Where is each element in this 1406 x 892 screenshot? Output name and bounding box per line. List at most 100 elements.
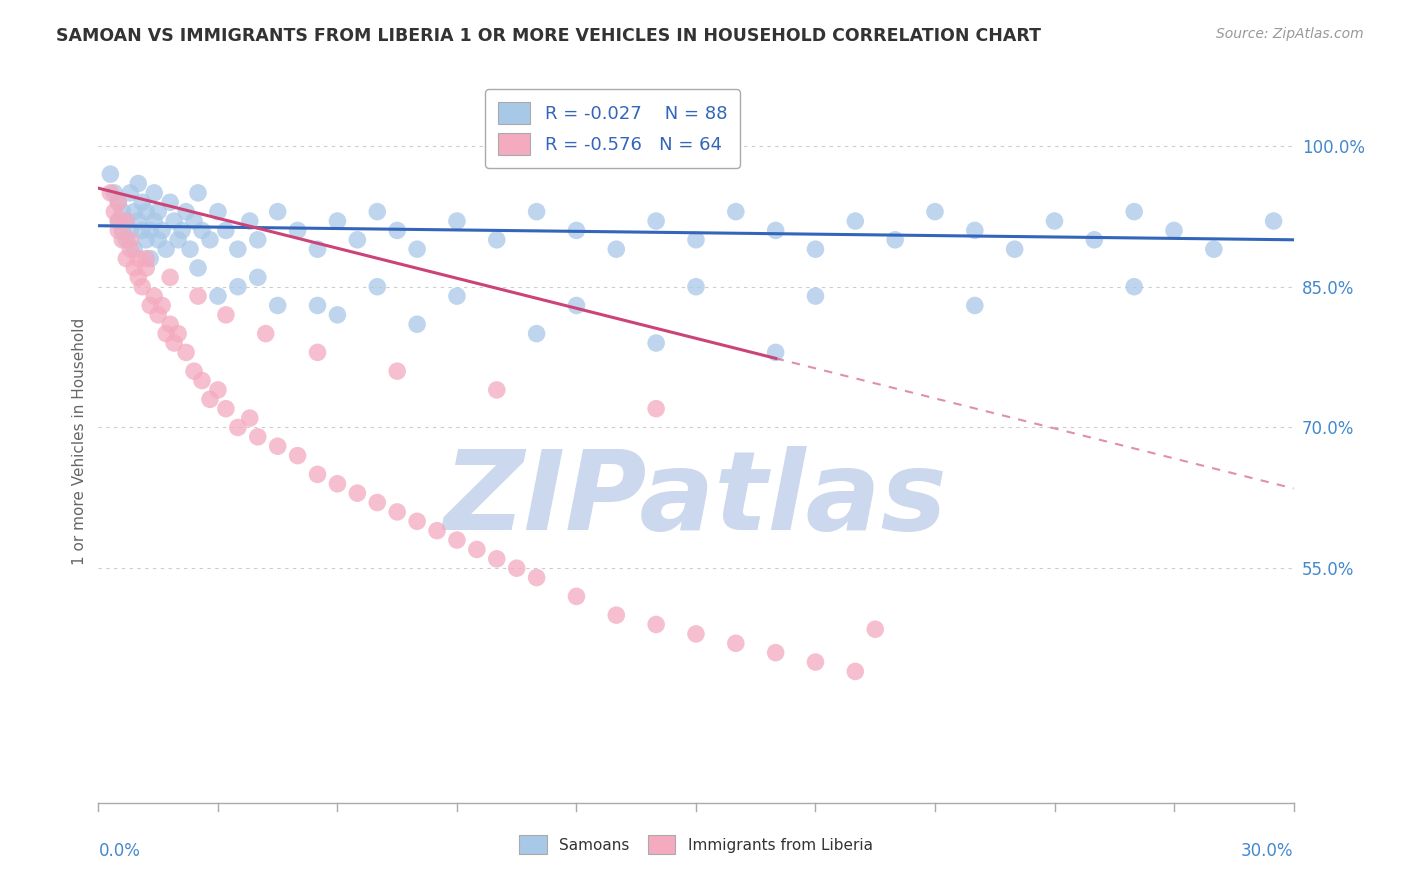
Point: [174, 345, 197, 359]
Point: [107, 195, 129, 210]
Point: [111, 223, 134, 237]
Point: [139, 252, 162, 266]
Point: [143, 186, 166, 200]
Point: [103, 204, 125, 219]
Point: [765, 223, 787, 237]
Point: [287, 223, 309, 237]
Point: [127, 270, 149, 285]
Point: [307, 345, 329, 359]
Point: [485, 383, 508, 397]
Point: [191, 374, 214, 388]
Text: ZIPatlas: ZIPatlas: [444, 446, 948, 553]
Point: [326, 476, 349, 491]
Point: [115, 214, 138, 228]
Point: [167, 326, 190, 341]
Point: [605, 608, 627, 623]
Point: [426, 524, 449, 538]
Point: [406, 318, 429, 332]
Y-axis label: 1 or more Vehicles in Household: 1 or more Vehicles in Household: [72, 318, 87, 566]
Point: [124, 204, 146, 219]
Point: [183, 364, 205, 378]
Point: [239, 411, 262, 425]
Point: [565, 298, 588, 312]
Point: [385, 364, 409, 378]
Point: [326, 308, 349, 322]
Point: [143, 214, 166, 228]
Point: [174, 204, 197, 219]
Point: [115, 233, 138, 247]
Point: [605, 242, 627, 256]
Point: [135, 252, 157, 266]
Point: [1123, 204, 1146, 219]
Point: [148, 308, 170, 322]
Point: [111, 233, 134, 247]
Point: [131, 223, 153, 237]
Point: [135, 260, 157, 275]
Point: [254, 326, 277, 341]
Point: [685, 627, 707, 641]
Point: [485, 551, 508, 566]
Point: [645, 617, 668, 632]
Point: [526, 571, 548, 585]
Point: [1123, 279, 1146, 293]
Point: [155, 242, 177, 256]
Point: [366, 279, 388, 293]
Text: Source: ZipAtlas.com: Source: ZipAtlas.com: [1216, 27, 1364, 41]
Point: [645, 214, 668, 228]
Point: [804, 655, 827, 669]
Point: [963, 223, 986, 237]
Point: [465, 542, 488, 557]
Point: [124, 260, 146, 275]
Point: [385, 505, 409, 519]
Point: [804, 242, 827, 256]
Text: SAMOAN VS IMMIGRANTS FROM LIBERIA 1 OR MORE VEHICLES IN HOUSEHOLD CORRELATION CH: SAMOAN VS IMMIGRANTS FROM LIBERIA 1 OR M…: [56, 27, 1042, 45]
Point: [155, 326, 177, 341]
Point: [115, 214, 138, 228]
Point: [865, 622, 887, 636]
Point: [107, 214, 129, 228]
Point: [307, 467, 329, 482]
Point: [191, 223, 214, 237]
Point: [148, 233, 170, 247]
Point: [267, 439, 290, 453]
Point: [172, 223, 194, 237]
Point: [485, 233, 508, 247]
Point: [645, 336, 668, 351]
Point: [1202, 242, 1225, 256]
Point: [724, 636, 747, 650]
Point: [406, 242, 429, 256]
Point: [924, 204, 946, 219]
Point: [127, 252, 149, 266]
Point: [103, 186, 125, 200]
Point: [1083, 233, 1105, 247]
Point: [246, 270, 269, 285]
Point: [884, 233, 907, 247]
Point: [246, 430, 269, 444]
Point: [215, 308, 238, 322]
Point: [446, 289, 468, 303]
Point: [226, 242, 249, 256]
Point: [163, 214, 186, 228]
Point: [1004, 242, 1026, 256]
Point: [159, 195, 181, 210]
Point: [120, 223, 142, 237]
Point: [565, 590, 588, 604]
Point: [183, 214, 205, 228]
Point: [198, 233, 221, 247]
Point: [307, 298, 329, 312]
Point: [804, 289, 827, 303]
Legend: Samoans, Immigrants from Liberia: Samoans, Immigrants from Liberia: [513, 830, 879, 860]
Point: [765, 345, 787, 359]
Point: [107, 195, 129, 210]
Point: [124, 242, 146, 256]
Point: [1043, 214, 1066, 228]
Point: [267, 298, 290, 312]
Point: [346, 233, 368, 247]
Point: [131, 195, 153, 210]
Point: [135, 204, 157, 219]
Point: [107, 214, 129, 228]
Point: [385, 223, 409, 237]
Text: 30.0%: 30.0%: [1241, 842, 1294, 860]
Point: [239, 214, 262, 228]
Point: [246, 233, 269, 247]
